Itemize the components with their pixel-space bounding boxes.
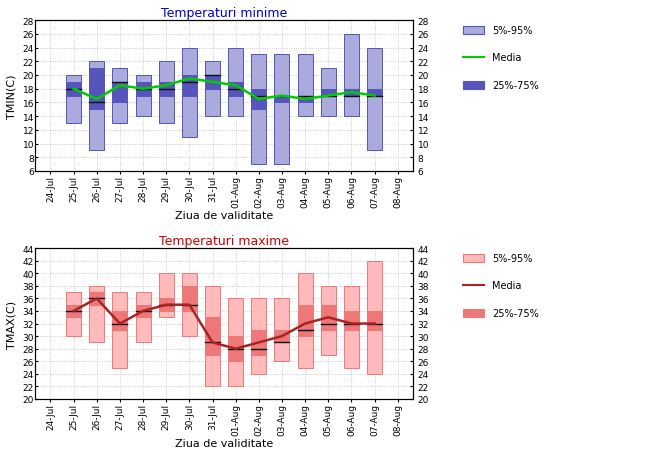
Bar [182,286,197,311]
Bar [275,55,289,165]
Bar [159,299,174,311]
Bar [182,273,197,336]
Bar [367,48,382,151]
Bar [89,62,105,151]
Bar [275,299,289,361]
Bar [275,330,289,343]
X-axis label: Ziua de validitate: Ziua de validitate [175,211,273,221]
Bar [367,261,382,374]
Bar [228,48,243,117]
Bar [321,286,336,355]
Bar [251,299,267,374]
Bar [251,55,267,165]
Bar [275,96,289,103]
Bar [66,305,81,318]
Bar [251,330,267,355]
Bar [321,90,336,96]
Title: Temperaturi maxime: Temperaturi maxime [159,234,289,248]
Bar [66,293,81,336]
Bar [228,299,243,387]
Bar [89,293,105,305]
Bar [205,318,220,355]
Bar [113,83,127,103]
Bar [66,76,81,124]
Bar [135,83,151,96]
Bar [113,311,127,330]
Legend: 5%-95%, Media, 25%-75%: 5%-95%, Media, 25%-75% [463,253,539,318]
Bar [344,311,359,330]
Bar [182,48,197,137]
Bar [367,90,382,96]
Title: Temperaturi minime: Temperaturi minime [161,7,287,20]
X-axis label: Ziua de validitate: Ziua de validitate [175,438,273,448]
Bar [344,35,359,117]
Bar [159,273,174,318]
Bar [344,286,359,368]
Bar [297,273,313,368]
Bar [89,286,105,343]
Legend: 5%-95%, Media, 25%-75%: 5%-95%, Media, 25%-75% [463,26,539,91]
Bar [113,69,127,124]
Y-axis label: TMAX(C): TMAX(C) [7,300,17,348]
Bar [89,69,105,110]
Bar [205,286,220,387]
Bar [135,293,151,343]
Bar [228,83,243,96]
Bar [113,293,127,368]
Bar [205,62,220,117]
Bar [159,62,174,124]
Bar [159,83,174,96]
Bar [135,305,151,318]
Y-axis label: TMIN(C): TMIN(C) [7,74,17,119]
Bar [205,76,220,90]
Bar [367,311,382,330]
Bar [297,55,313,117]
Bar [251,90,267,110]
Bar [297,305,313,336]
Bar [135,76,151,117]
Bar [228,336,243,361]
Bar [321,69,336,117]
Bar [182,76,197,96]
Bar [297,96,313,103]
Bar [321,305,336,330]
Bar [66,83,81,96]
Bar [344,90,359,96]
